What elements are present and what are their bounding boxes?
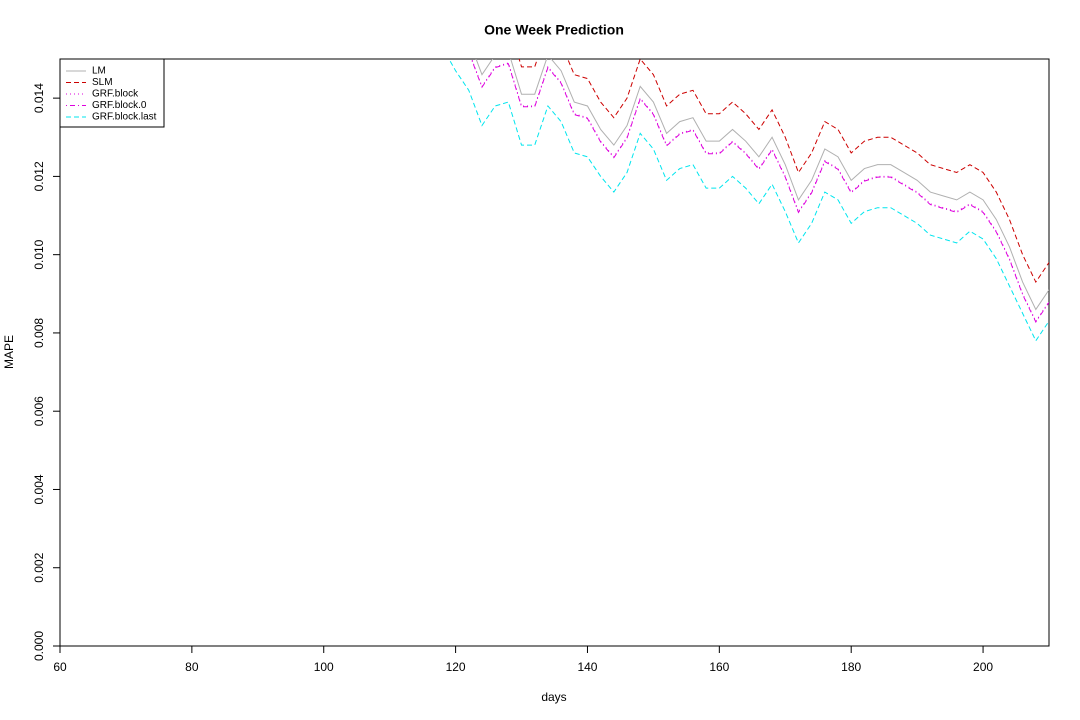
y-tick-label: 0.006 [32,396,46,426]
y-tick-label: 0.014 [32,83,46,113]
legend-label: GRF.block.last [92,112,157,123]
y-tick-label: 0.004 [32,474,46,504]
x-tick-label: 140 [577,660,597,674]
y-tick-label: 0.010 [32,239,46,269]
y-tick-label: 0.012 [32,161,46,191]
x-tick-label: 180 [841,660,861,674]
x-tick-label: 120 [446,660,466,674]
series-line [518,59,1049,284]
plot-frame [59,58,1050,647]
series-line [471,59,1049,323]
y-axis-label: MAPE [2,335,16,369]
series-line [470,59,1049,323]
legend-label: GRF.block [92,89,139,100]
chart-title: One Week Prediction [484,22,624,38]
legend-label: SLM [92,77,113,88]
x-tick-label: 160 [709,660,729,674]
series-line [475,59,1049,311]
x-tick-label: 60 [53,660,67,674]
x-tick-label: 200 [973,660,993,674]
series-line [448,59,1049,342]
y-tick-label: 0.002 [32,552,46,582]
legend-label: GRF.block.0 [92,100,147,111]
legend-label: LM [92,66,106,77]
x-tick-label: 80 [185,660,199,674]
y-tick-label: 0.000 [32,631,46,661]
x-axis-label: days [541,690,566,704]
x-tick-label: 100 [314,660,334,674]
y-tick-label: 0.008 [32,318,46,348]
plot-area [448,59,1049,342]
legend-box [59,58,165,128]
